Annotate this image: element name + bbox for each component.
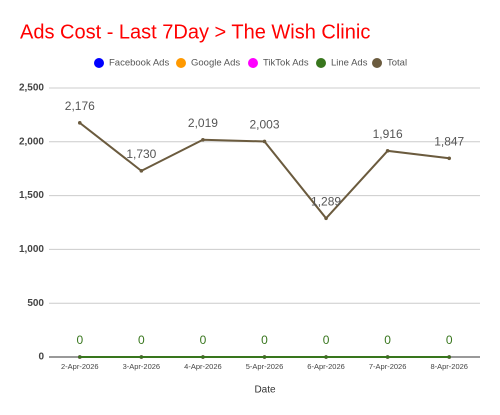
data-point — [77, 355, 82, 359]
data-point — [324, 355, 328, 359]
data-label: 2,003 — [249, 118, 279, 132]
data-point — [139, 355, 144, 359]
y-tick-label: 2,500 — [19, 83, 44, 94]
x-tick-label: 7-Apr-2026 — [369, 362, 407, 371]
data-label: 1,289 — [311, 194, 341, 208]
y-tick-label: 1,500 — [19, 190, 44, 201]
legend-label: Total — [387, 58, 407, 69]
data-label: 0 — [323, 333, 330, 347]
data-label: 0 — [384, 333, 391, 347]
data-label: 2,176 — [65, 99, 95, 113]
data-label: 2,019 — [188, 116, 218, 130]
legend-label: Google Ads — [191, 58, 240, 69]
data-point — [447, 156, 452, 161]
data-label: 0 — [200, 333, 207, 347]
data-point — [385, 149, 390, 153]
x-tick-label: 4-Apr-2026 — [184, 362, 222, 371]
x-tick-label: 6-Apr-2026 — [307, 362, 345, 371]
data-label: 0 — [446, 333, 453, 347]
legend-label: Line Ads — [331, 58, 368, 69]
data-point — [385, 355, 390, 359]
legend-label: Facebook Ads — [109, 58, 169, 69]
data-point — [324, 216, 328, 221]
x-axis-label: Date — [254, 385, 276, 396]
legend-marker — [176, 58, 186, 68]
legend-marker — [316, 58, 326, 68]
chart-title: Ads Cost - Last 7Day > The Wish Clinic — [20, 21, 370, 43]
y-tick-label: 2,000 — [19, 136, 44, 147]
x-tick-label: 2-Apr-2026 — [61, 362, 99, 371]
data-label: 0 — [138, 333, 145, 347]
data-label: 0 — [76, 333, 83, 347]
data-point — [262, 355, 267, 359]
data-label: 1,847 — [434, 134, 464, 148]
legend-marker — [248, 58, 258, 68]
data-point — [447, 355, 452, 359]
legend-label: TikTok Ads — [263, 58, 309, 69]
data-label: 1,916 — [373, 127, 403, 141]
data-point — [201, 137, 205, 142]
x-tick-label: 8-Apr-2026 — [430, 362, 468, 371]
data-point — [201, 355, 205, 359]
y-tick-label: 1,000 — [19, 244, 44, 255]
data-label: 1,730 — [126, 147, 156, 161]
x-tick-label: 3-Apr-2026 — [123, 362, 161, 371]
data-label: 0 — [261, 333, 268, 347]
x-tick-label: 5-Apr-2026 — [246, 362, 284, 371]
data-point — [77, 121, 82, 125]
y-tick-label: 500 — [27, 298, 44, 309]
data-point — [139, 169, 144, 173]
y-tick-label: 0 — [38, 352, 44, 363]
legend-marker — [94, 58, 104, 68]
legend-marker — [372, 58, 382, 68]
data-point — [262, 139, 267, 144]
